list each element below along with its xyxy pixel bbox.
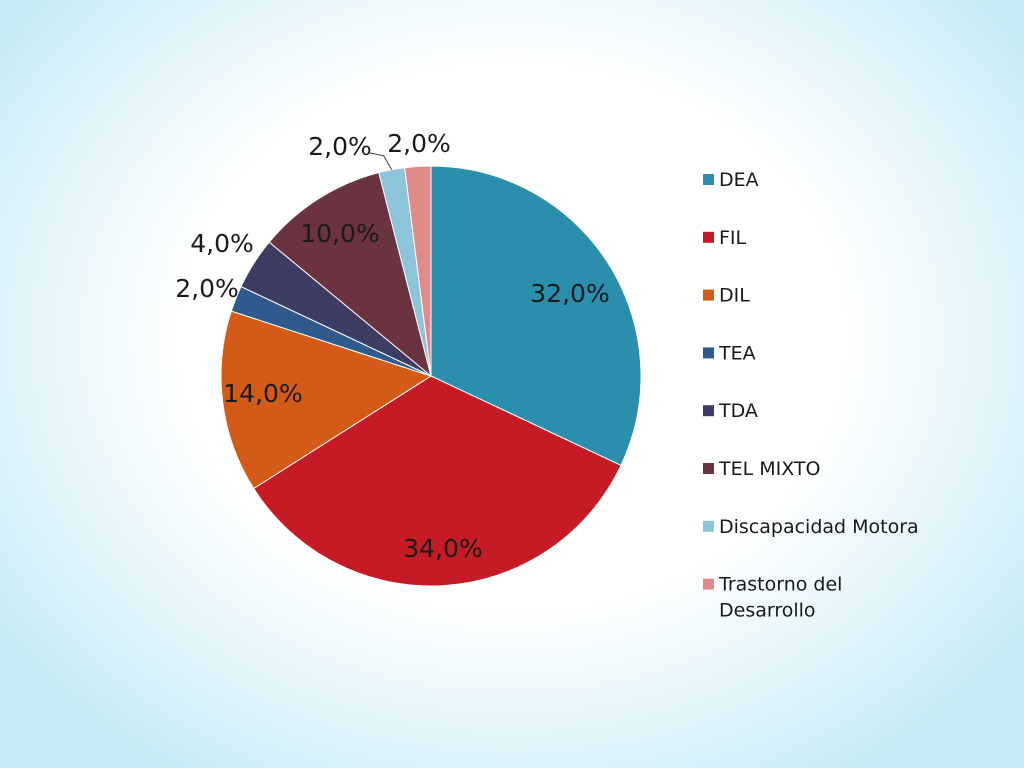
legend-swatch-dea <box>703 174 714 185</box>
legend-swatch-dil <box>703 289 714 301</box>
legend-item-tel-mixto: TEL MIXTO <box>703 458 820 480</box>
legend-label-trastorno-del-desarrollo: Trastorno del Desarrollo <box>718 573 842 621</box>
legend-swatch-tea <box>703 347 714 359</box>
data-label-trastorno-del-desarrollo: 2,0% <box>387 129 451 158</box>
legend-item-tda: TDA <box>703 400 758 422</box>
legend-item-dea: DEA <box>703 169 759 191</box>
pie-slices <box>220 165 642 587</box>
data-label-dea: 32,0% <box>530 279 609 308</box>
data-label-tea: 2,0% <box>175 274 239 303</box>
data-label-discapacidad-motora: 2,0% <box>308 132 372 161</box>
pie-slice-fil <box>252 375 622 587</box>
legend-swatch-discapacidad-motora <box>703 520 714 532</box>
data-label-fil: 34,0% <box>403 534 482 563</box>
legend-label-fil: FIL <box>719 226 747 248</box>
legend-label-tda: TDA <box>718 400 758 422</box>
legend-item-trastorno-del-desarrollo: Trastorno del Desarrollo <box>703 573 842 621</box>
legend-item-fil: FIL <box>703 226 747 248</box>
data-label-tda: 4,0% <box>190 229 254 258</box>
legend-label-dea: DEA <box>719 169 759 191</box>
legend-label-dil: DIL <box>719 284 750 306</box>
legend-label-discapacidad-motora: Discapacidad Motora <box>719 515 919 537</box>
legend-item-discapacidad-motora: Discapacidad Motora <box>703 515 919 537</box>
data-labels: 32,0% 34,0% 14,0% 2,0% 4,0% 10,0% 2,0% 2,0% <box>175 129 609 563</box>
legend-item-tea: TEA <box>703 342 756 364</box>
data-label-tel-mixto: 10,0% <box>300 219 379 248</box>
legend-swatch-fil <box>703 231 714 243</box>
pie-slice-trastorno-del-desarrollo <box>404 165 432 377</box>
legend: DEA FIL DIL TEA TDA TEL MIXTO Discapacidad Mot… <box>703 169 919 621</box>
legend-swatch-trastorno-del-desarrollo <box>703 578 714 590</box>
legend-label-tea: TEA <box>718 342 756 364</box>
pie-slice-dil <box>220 310 433 490</box>
pie-slice-tel-mixto <box>268 171 432 378</box>
legend-swatch-tel-mixto <box>703 463 714 474</box>
leader-lines <box>369 152 393 170</box>
leader-line-discapacidad-motora <box>369 152 393 170</box>
data-label-dil: 14,0% <box>223 379 302 408</box>
legend-label-tel-mixto: TEL MIXTO <box>718 458 820 480</box>
pie-slice-dea <box>430 165 642 467</box>
legend-item-dil: DIL <box>703 284 750 306</box>
legend-swatch-tda <box>703 405 714 417</box>
